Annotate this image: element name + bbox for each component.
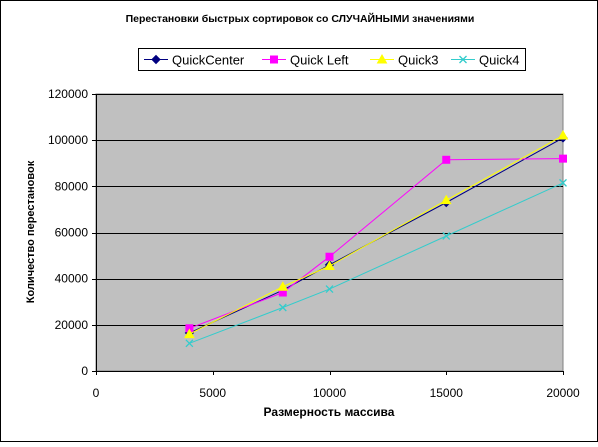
x-axis-label: Размерность массива bbox=[264, 405, 395, 419]
y-axis-label: Количество перестановок bbox=[25, 160, 37, 303]
series-quick4 bbox=[185, 178, 567, 348]
legend-entry: Quick Left bbox=[262, 53, 349, 68]
data-point bbox=[325, 285, 334, 294]
legend-swatch-marker bbox=[270, 55, 278, 64]
x-tick-label: 10000 bbox=[313, 386, 347, 400]
series-quick-left bbox=[185, 154, 567, 333]
legend-swatch-marker bbox=[459, 55, 467, 64]
legend-label: Quick3 bbox=[398, 53, 438, 68]
legend: QuickCenter Quick Left Quick3 Quick4 bbox=[138, 48, 526, 71]
legend-label: Quick4 bbox=[479, 53, 519, 68]
data-point-stroke bbox=[185, 339, 194, 348]
data-point bbox=[559, 178, 567, 187]
y-tick-label: 100000 bbox=[48, 133, 88, 147]
data-point bbox=[324, 260, 335, 270]
data-point-stroke bbox=[442, 232, 451, 240]
grid-lines bbox=[96, 94, 563, 326]
y-tick-label: 80000 bbox=[55, 179, 89, 193]
chart-title: Перестановки быстрых сортировок со СЛУЧА… bbox=[126, 12, 475, 25]
legend-swatch-marker-stroke bbox=[459, 55, 467, 64]
x-tick-label: 0 bbox=[93, 386, 100, 400]
legend-entry: QuickCenter bbox=[144, 53, 245, 68]
data-point bbox=[325, 252, 334, 261]
y-tick-label: 20000 bbox=[55, 318, 89, 332]
legend-entry: Quick4 bbox=[451, 53, 519, 68]
data-point bbox=[185, 339, 194, 348]
data-point bbox=[442, 232, 451, 240]
plot-area bbox=[92, 93, 569, 375]
y-tick-labels: 0 20000 40000 60000 80000 100000 120000 bbox=[48, 87, 88, 378]
x-tick-labels: 0 5000 10000 15000 20000 bbox=[93, 386, 580, 400]
legend-box bbox=[138, 48, 526, 71]
x-tick-label: 15000 bbox=[430, 386, 464, 400]
data-point bbox=[184, 328, 195, 339]
legend-entry: Quick3 bbox=[370, 53, 438, 68]
legend-swatch-marker bbox=[151, 54, 161, 65]
legend-swatch-marker bbox=[376, 53, 388, 64]
data-point bbox=[277, 281, 289, 291]
plot-background bbox=[95, 93, 564, 372]
legend-label: Quick Left bbox=[290, 53, 349, 68]
axes bbox=[92, 94, 564, 375]
data-point bbox=[440, 194, 452, 205]
data-point bbox=[557, 130, 569, 140]
data-point-stroke bbox=[325, 285, 334, 294]
data-point bbox=[278, 303, 287, 312]
x-tick-label: 20000 bbox=[546, 386, 580, 400]
y-tick-label: 60000 bbox=[55, 226, 89, 240]
x-tick-label: 5000 bbox=[199, 386, 226, 400]
data-point-stroke bbox=[559, 178, 567, 187]
data-point-stroke bbox=[278, 303, 287, 312]
y-tick-label: 0 bbox=[81, 364, 88, 378]
y-tick-label: 120000 bbox=[48, 87, 88, 101]
legend-label: QuickCenter bbox=[172, 53, 245, 68]
y-tick-label: 40000 bbox=[55, 272, 89, 286]
data-point bbox=[559, 154, 567, 163]
series-layer bbox=[184, 130, 569, 348]
data-point bbox=[442, 155, 451, 164]
series-quick3 bbox=[184, 130, 569, 339]
